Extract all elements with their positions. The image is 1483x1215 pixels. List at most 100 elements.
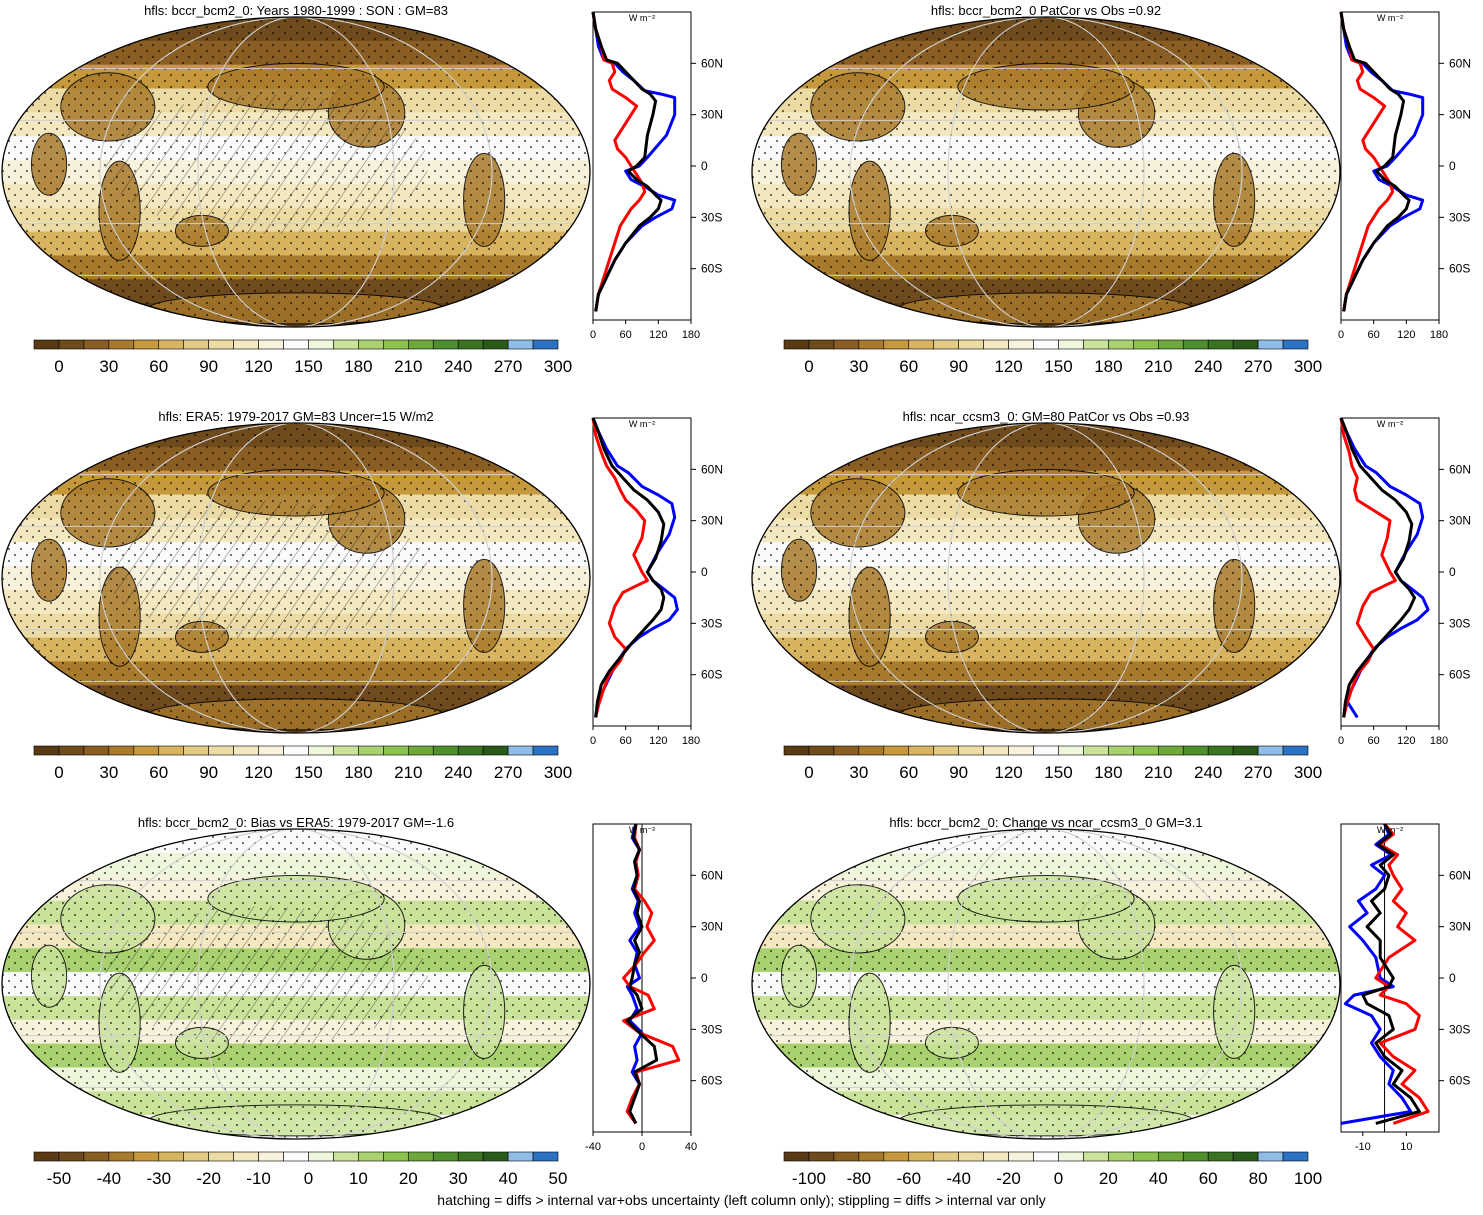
colorbar-swatch [457, 1151, 484, 1162]
zonal-panel-7: W m⁻² 60N 30N 0 30S 60S 0 60 120 180 [1338, 417, 1471, 747]
map-panel-4: hfls: ERA5: 1979-2017 GM=83 Uncer=15 W/m… [1, 409, 591, 782]
colorbar-tick-label: 90 [949, 357, 968, 376]
zonal-y-tick-label: 60N [701, 56, 723, 70]
colorbar-swatch [783, 745, 810, 756]
zonal-y-tick-label: 60N [1449, 56, 1471, 70]
colorbar-swatch [883, 1151, 910, 1162]
zonal-x-tick-label: -40 [585, 1141, 601, 1153]
colorbar-tick-label: 40 [1149, 1169, 1168, 1185]
graticule-lon [197, 17, 395, 327]
colorbar-swatch [1058, 745, 1084, 756]
colorbar-swatch [383, 1151, 409, 1162]
colorbar-tick-label: -50 [47, 1169, 72, 1185]
zonal-series-black [591, 11, 663, 312]
colorbar-tick-label: 0 [804, 763, 813, 782]
colorbar-tick-label: 300 [1294, 357, 1322, 376]
colorbar-tick-label: 60 [149, 357, 168, 376]
colorbar-swatch [1182, 1151, 1209, 1162]
zonal-y-tick-label: 0 [701, 565, 708, 579]
colorbar-tick-label: 30 [99, 357, 118, 376]
colorbar-swatch [1232, 1151, 1259, 1162]
colorbar-swatch [258, 745, 284, 756]
map-field [752, 17, 1340, 327]
colorbar-swatch [83, 745, 110, 756]
colorbar-tick-label: -40 [97, 1169, 122, 1185]
colorbar-tick-label: 270 [494, 357, 522, 376]
colorbar-tick-label: 270 [1244, 357, 1272, 376]
colorbar-swatch [233, 1151, 259, 1162]
colorbar-tick-label: 60 [899, 357, 918, 376]
colorbar-swatch [1257, 1151, 1284, 1162]
colorbar-swatch [1133, 339, 1159, 350]
zonal-y-tick-label: 60N [1449, 868, 1471, 882]
colorbar-swatch [1232, 339, 1259, 350]
graticule-lon [99, 423, 493, 733]
colorbar-swatch [983, 745, 1009, 756]
colorbar-swatch [383, 745, 409, 756]
colorbar-tick-label: 180 [1094, 763, 1122, 782]
colorbar-tick-label: 10 [349, 1169, 368, 1185]
colorbar-swatch [858, 339, 885, 350]
colorbar-swatch [1257, 339, 1284, 350]
colorbar-swatch [233, 339, 259, 350]
colorbar-swatch [283, 1151, 309, 1162]
colorbar-swatch [83, 1151, 110, 1162]
zonal-x-tick-label: 120 [649, 329, 667, 341]
zonal-series-red [1339, 11, 1395, 312]
colorbar-swatch [507, 1151, 534, 1162]
zonal-y-tick-label: 60S [1449, 668, 1470, 682]
zonal-x-tick-label: 60 [620, 735, 632, 747]
colorbar-swatch [1033, 339, 1059, 350]
zonal-y-tick-label: 0 [701, 159, 708, 173]
zonal-x-tick-label: 10 [1400, 1141, 1412, 1153]
colorbar-tick-label: 20 [1099, 1169, 1118, 1185]
stippling [752, 829, 1340, 1139]
colorbar-swatch [1157, 745, 1184, 756]
colorbar-swatch [208, 1151, 234, 1162]
colorbar-swatch [183, 1151, 209, 1162]
colorbar-swatch [1108, 1151, 1134, 1162]
colorbar-swatch [883, 339, 910, 350]
colorbar-tick-label: -80 [847, 1169, 872, 1185]
colorbar-tick-label: 60 [899, 763, 918, 782]
colorbar-tick-label: 90 [199, 357, 218, 376]
zonal-y-tick-label: 0 [701, 971, 708, 985]
zonal-y-tick-label: 60N [701, 462, 723, 476]
colorbar-swatch [482, 1151, 509, 1162]
colorbar-swatch [333, 745, 359, 756]
colorbar-tick-label: 300 [544, 763, 572, 782]
colorbar-swatch [208, 339, 234, 350]
zonal-y-tick-label: 30N [701, 920, 723, 934]
colorbar-tick-label: 150 [294, 763, 322, 782]
colorbar-tick-label: 50 [549, 1169, 568, 1185]
zonal-x-tick-label: 60 [1368, 329, 1380, 341]
colorbar-swatch [933, 1151, 959, 1162]
colorbar-swatch [1083, 745, 1109, 756]
zonal-series-black [1361, 823, 1421, 1125]
colorbar-swatch [308, 339, 334, 350]
colorbar-tick-label: 120 [994, 763, 1022, 782]
map-field [752, 423, 1340, 733]
map-outline [751, 16, 1341, 328]
zonal-x-tick-label: 40 [685, 1141, 697, 1153]
colorbar-swatch [58, 339, 85, 350]
zonal-y-tick-label: 30N [701, 514, 723, 528]
colorbar-tick-label: 0 [304, 1169, 313, 1185]
zonal-series-red [591, 11, 647, 312]
zonal-unit-label: W m⁻² [629, 13, 655, 23]
colorbar-swatch [532, 339, 559, 350]
colorbar-swatch [858, 1151, 885, 1162]
colorbar-swatch [358, 339, 384, 350]
colorbar-swatch [407, 745, 434, 756]
colorbar-swatch [407, 339, 434, 350]
colorbar-swatch [208, 745, 234, 756]
colorbar-tick-label: 180 [344, 763, 372, 782]
colorbar-swatch [833, 1151, 860, 1162]
colorbar-tick-label: 40 [499, 1169, 518, 1185]
zonal-x-tick-label: 120 [1397, 735, 1415, 747]
colorbar-swatch [358, 1151, 384, 1162]
graticule-lon [947, 829, 1145, 1139]
colorbar-tick-label: 100 [1294, 1169, 1322, 1185]
